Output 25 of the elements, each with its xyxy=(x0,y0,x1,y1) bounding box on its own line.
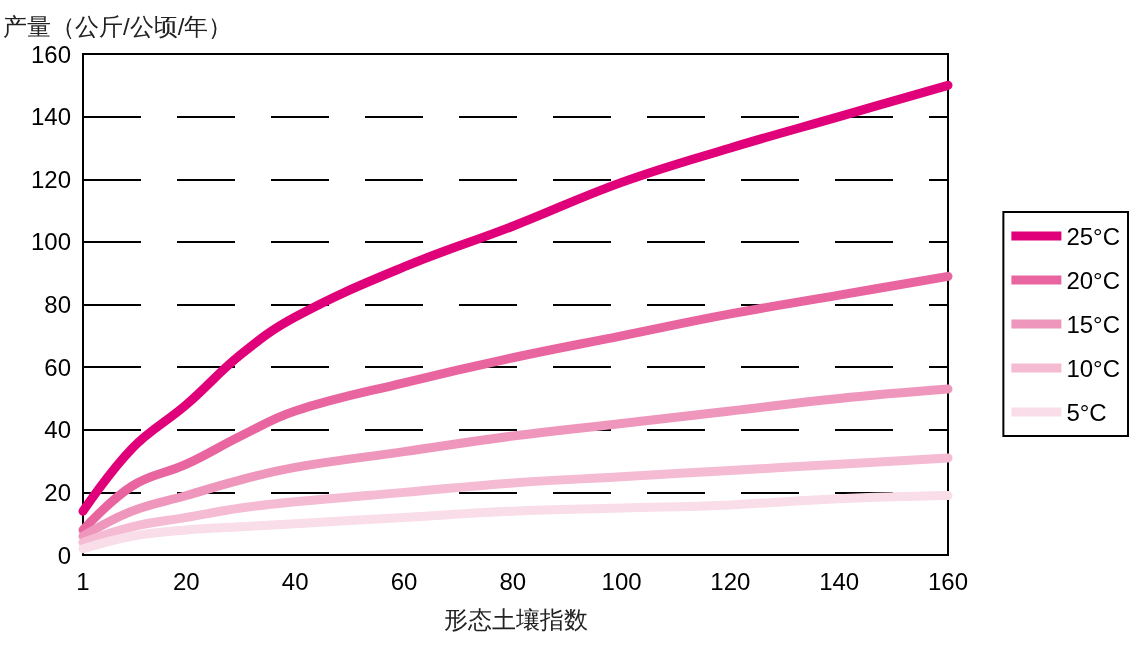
x-tick-label: 60 xyxy=(390,567,418,595)
y-tick-label: 20 xyxy=(44,478,71,506)
x-tick-label: 160 xyxy=(927,567,969,595)
y-tick-label: 160 xyxy=(30,40,71,68)
y-axis-title: 产量（公斤/公顷/年） xyxy=(3,12,233,40)
y-tick-label: 0 xyxy=(57,541,71,569)
x-tick-label: 120 xyxy=(710,567,751,595)
y-tick-label: 120 xyxy=(30,165,71,193)
y-tick-label: 100 xyxy=(30,228,71,256)
y-tick-label: 60 xyxy=(44,353,71,381)
legend-label: 20°C xyxy=(1066,266,1120,294)
x-tick-label: 100 xyxy=(601,567,642,595)
y-tick-label: 80 xyxy=(44,291,71,318)
legend-label: 10°C xyxy=(1066,354,1120,382)
y-tick-label: 140 xyxy=(30,103,71,131)
y-tick-label: 40 xyxy=(44,416,71,444)
x-tick-label: 140 xyxy=(819,567,860,595)
legend-label: 25°C xyxy=(1066,222,1120,250)
x-tick-label: 20 xyxy=(173,567,200,595)
legend-label: 15°C xyxy=(1066,310,1120,338)
x-axis-title: 形态土壤指数 xyxy=(443,605,588,633)
x-tick-label: 80 xyxy=(499,567,527,595)
legend-label: 5°C xyxy=(1066,398,1107,426)
x-tick-label: 1 xyxy=(76,567,90,595)
x-tick-label: 40 xyxy=(281,567,309,595)
